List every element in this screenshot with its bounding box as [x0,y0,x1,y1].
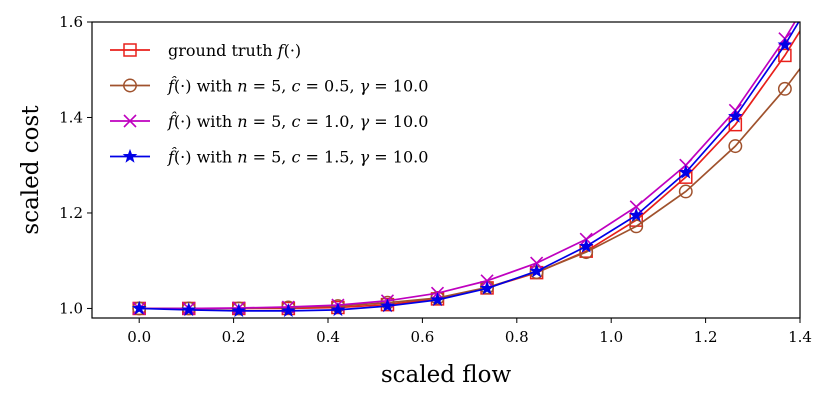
legend-label-part: = 10.0 [369,148,428,167]
legend-label: f̂(·) with n = 5, c = 0.5, γ = 10.0 [167,76,428,95]
data-point [728,139,743,154]
data-point [330,302,346,317]
legend-label-part: = 0.5, [300,77,359,96]
data-point [231,303,247,318]
legend-label-part: = 10.0 [369,77,428,96]
data-point [777,81,792,96]
series-4 [131,22,800,318]
data-point [629,200,643,214]
legend-label-part: (·) with [174,112,237,131]
x-tick-label: 0.8 [505,328,529,346]
data-point [578,238,594,253]
legend-label-part: = 1.0, [300,112,359,131]
legend-entry-3: f̂(·) with n = 5, c = 1.0, γ = 10.0 [110,112,428,131]
legend-label-part: = 5, [248,112,292,131]
legend-label-part: = 10.0 [369,112,428,131]
legend-label-part: γ [360,77,370,96]
x-tick-label: 0.6 [410,328,434,346]
legend-label-part: c [291,148,300,167]
legend: ground truth f(·)f̂(·) with n = 5, c = 0… [110,41,428,167]
data-point [181,302,197,317]
legend-marker [122,148,138,163]
x-tick-label: 0.4 [316,328,340,346]
legend-label-part: (·) [284,41,302,60]
legend-label-part: γ [360,148,370,167]
data-point [777,37,793,52]
legend-label: f̂(·) with n = 5, c = 1.5, γ = 10.0 [167,147,428,166]
legend-label: f̂(·) with n = 5, c = 1.0, γ = 10.0 [167,112,428,131]
data-point [430,292,445,307]
data-point [678,184,693,199]
legend-entry-1: ground truth f(·) [110,41,301,60]
legend-label-part: = 1.5, [300,148,359,167]
y-tick-label: 1.2 [59,204,83,222]
legend-label-part: f [277,41,287,60]
legend-label-part: γ [360,112,370,131]
legend-label-part: f̂ [167,147,177,166]
x-tick-label: 1.0 [599,328,623,346]
x-tick-label: 0.0 [127,328,151,346]
legend-label-part: ground truth [168,41,278,60]
legend-entry-2: f̂(·) with n = 5, c = 0.5, γ = 10.0 [110,76,428,96]
plot-frame [91,21,801,319]
legend-label-part: = 5, [248,77,292,96]
legend-label-part: n [237,77,247,96]
data-point [629,219,644,234]
data-point [530,256,544,270]
x-tick-label: 1.2 [694,328,718,346]
legend-label-part: = 5, [248,148,292,167]
y-tick-label: 1.4 [59,108,83,126]
legend-label-part: f̂ [167,112,177,131]
legend-marker [123,78,137,93]
legend-label-part: f̂ [167,76,177,95]
legend-entry-4: f̂(·) with n = 5, c = 1.5, γ = 10.0 [110,147,428,167]
data-point [131,300,147,315]
x-tick-label: 0.2 [222,328,246,346]
legend-label-part: (·) with [174,148,237,167]
data-point [529,263,544,278]
data-point [281,303,296,318]
x-axis-label: scaled flow [381,362,512,388]
legend-label-part: n [237,112,247,131]
data-point [628,207,644,222]
data-point [678,164,694,179]
legend-label-part: (·) with [174,77,237,96]
data-point [728,108,743,123]
y-tick-label: 1.0 [59,299,83,317]
data-point [479,280,495,295]
legend-marker [123,43,137,57]
legend-label-part: c [291,112,300,131]
x-tick-label: 1.4 [788,328,812,346]
y-axis-label: scaled cost [18,105,44,235]
y-tick-label: 1.6 [59,13,83,31]
legend-label-part: c [291,77,300,96]
data-point [380,298,395,313]
legend-label: ground truth f(·) [168,41,301,60]
axes-ticks: 0.0 0.2 0.4 0.6 0.8 1.0 1.2 1.4 1.0 1.2 1.4 1.6 [59,13,812,346]
legend-marker [123,114,137,128]
legend-label-part: n [237,148,247,167]
plot-series [131,22,800,318]
data-point [778,48,792,63]
